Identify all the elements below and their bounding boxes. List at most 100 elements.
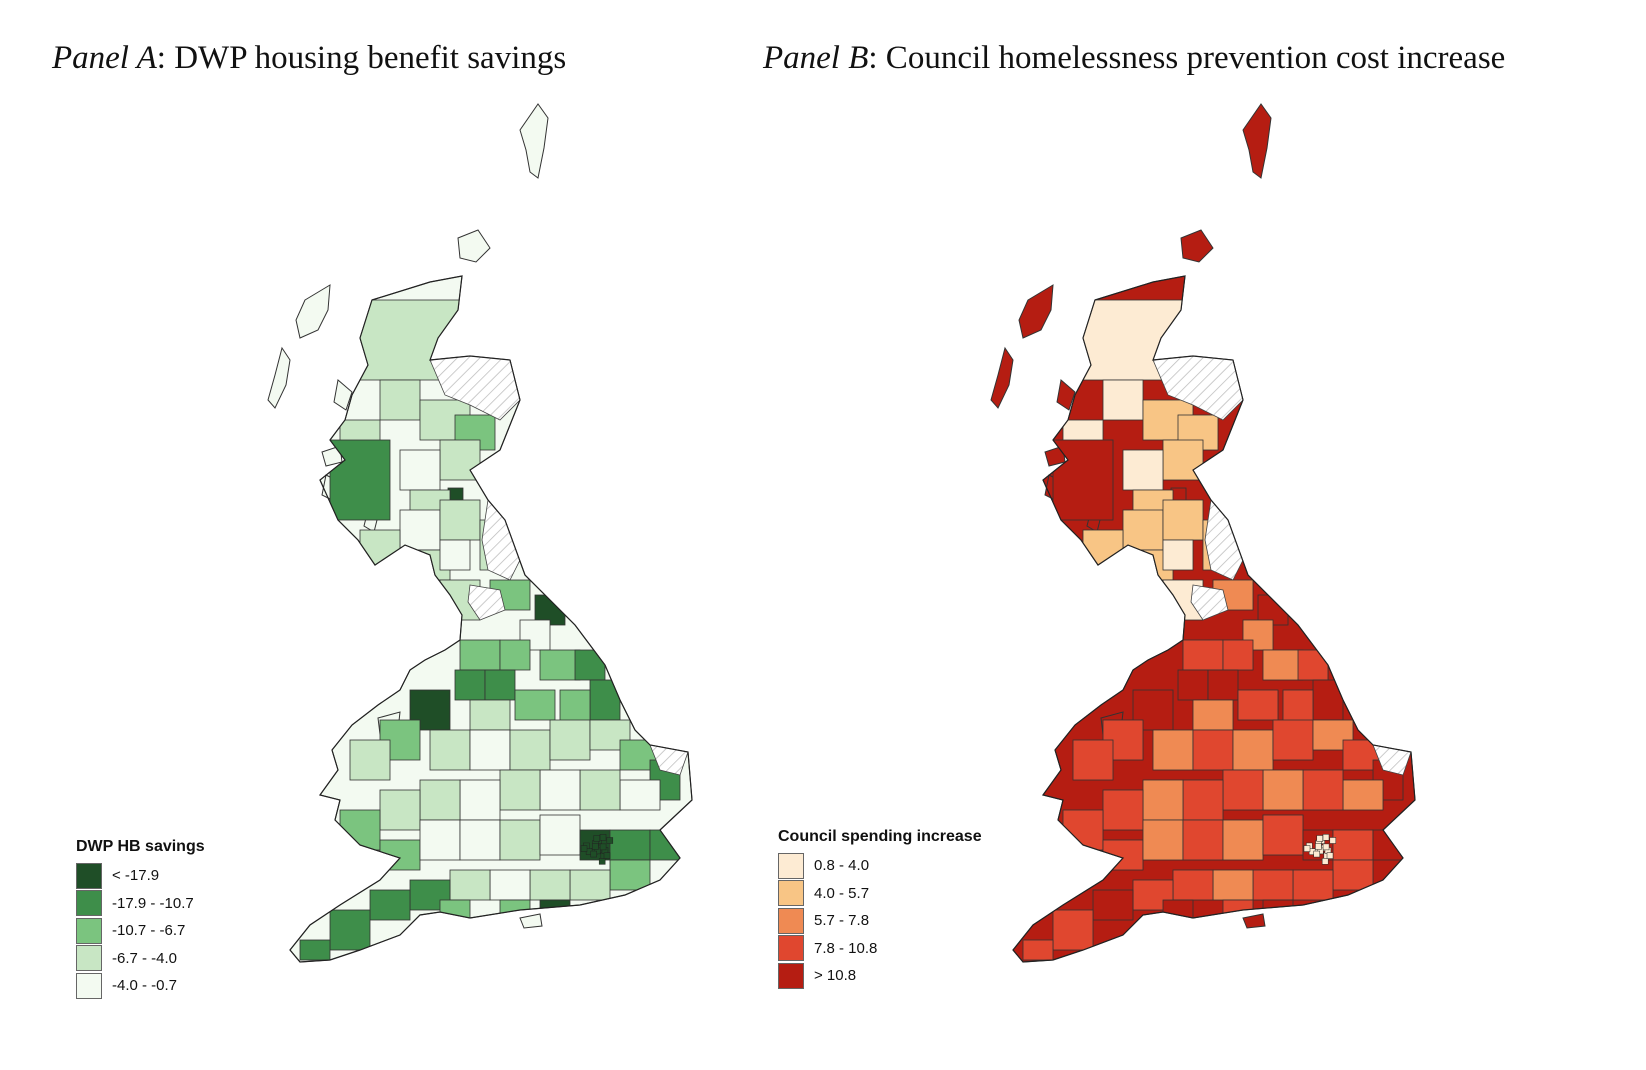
district-region <box>619 779 661 811</box>
london-borough <box>1315 843 1322 850</box>
district-region <box>359 529 401 571</box>
district-region <box>1082 529 1124 571</box>
no-data-region-borders <box>481 499 521 581</box>
panel-a-regions <box>267 103 693 963</box>
district-region <box>1142 779 1184 821</box>
panel-b: Panel B: Council homelessness prevention… <box>763 0 1646 1070</box>
district-region <box>1122 509 1164 551</box>
legend-swatch <box>778 935 804 962</box>
district-region <box>1142 819 1184 861</box>
district-region <box>1182 819 1224 861</box>
district-region <box>1122 449 1164 491</box>
district-region <box>499 639 531 671</box>
district-region <box>499 769 541 811</box>
district-region <box>419 779 461 821</box>
legend-swatch <box>778 962 804 989</box>
panel-a-map <box>267 103 693 963</box>
legend-swatch <box>778 907 804 934</box>
district-region <box>379 379 421 421</box>
legend-item: > 10.8 <box>778 962 982 990</box>
district-region <box>1272 719 1314 761</box>
legend-label: 5.7 - 7.8 <box>814 912 870 930</box>
london-borough <box>1322 834 1330 841</box>
district-region <box>1072 739 1114 781</box>
legend-item: -4.0 - -0.7 <box>76 972 205 1000</box>
region-orkney <box>1180 229 1214 263</box>
panel-b-regions <box>990 103 1416 963</box>
legend-label: -6.7 - -4.0 <box>112 949 178 967</box>
region-skye <box>333 379 353 411</box>
district-region <box>609 859 651 891</box>
legend-item: 0.8 - 4.0 <box>778 852 982 880</box>
london-borough <box>1322 843 1330 851</box>
panel-a: Panel A: DWP housing benefit savings DWP… <box>52 40 693 1000</box>
district-region <box>1262 649 1304 681</box>
district-region <box>379 839 421 871</box>
district-region <box>439 499 481 541</box>
district-region <box>1152 729 1194 771</box>
panel-a-title: Panel A: DWP housing benefit savings <box>52 40 566 77</box>
legend-label: > 10.8 <box>814 967 857 985</box>
legend-item: -17.9 - -10.7 <box>76 890 205 918</box>
district-region <box>484 669 516 701</box>
district-region <box>1332 829 1374 861</box>
panel-a-legend-title: DWP HB savings <box>76 838 205 855</box>
district-cells <box>1022 299 1412 961</box>
district-region <box>1342 779 1384 811</box>
district-region <box>349 739 391 781</box>
legend-swatch <box>76 972 102 999</box>
region-orkney <box>457 229 491 263</box>
district-region <box>1292 869 1334 901</box>
district-region <box>579 769 621 811</box>
district-region <box>454 669 486 701</box>
panel-a-title-text: : DWP housing benefit savings <box>156 40 567 76</box>
district-region <box>1192 729 1234 771</box>
region-wight <box>519 913 543 929</box>
panel-a-title-label: Panel A <box>52 40 157 76</box>
panel-b-legend-title: Council spending increase <box>778 828 982 845</box>
london-borough <box>1316 835 1324 842</box>
region-lewis <box>295 284 331 339</box>
district-region <box>439 439 481 481</box>
district-region <box>459 779 501 821</box>
district-region <box>429 729 471 771</box>
london-borough <box>590 850 597 858</box>
district-region <box>609 829 651 861</box>
london-borough <box>598 858 606 865</box>
district-region <box>489 869 531 901</box>
london-borough <box>1313 850 1320 858</box>
district-region <box>1182 639 1224 671</box>
district-region <box>1162 499 1204 541</box>
district-region <box>329 909 371 951</box>
district-region <box>459 819 501 861</box>
london-borough <box>1326 852 1334 859</box>
region-skye <box>1056 379 1076 411</box>
district-region <box>1022 939 1054 961</box>
london-borough <box>599 843 607 851</box>
london-borough <box>1321 858 1329 865</box>
district-region <box>1177 669 1209 701</box>
legend-swatch <box>76 890 102 917</box>
district-region <box>419 819 461 861</box>
district-region <box>539 649 581 681</box>
london-borough <box>580 845 588 852</box>
district-region <box>1102 379 1144 421</box>
district-region <box>399 449 441 491</box>
legend-swatch <box>778 880 804 907</box>
district-region <box>339 809 381 851</box>
london-borough <box>1303 845 1311 852</box>
district-region <box>439 539 471 571</box>
district-region <box>1222 639 1254 671</box>
legend-label: < -17.9 <box>112 867 160 885</box>
district-region <box>1222 819 1264 861</box>
district-region <box>589 679 621 721</box>
district-region <box>1092 889 1134 921</box>
district-region <box>649 829 681 861</box>
district-region <box>1162 539 1194 571</box>
district-region <box>459 639 501 671</box>
legend-label: 4.0 - 5.7 <box>814 884 870 902</box>
district-region <box>1222 769 1264 811</box>
london-borough <box>599 834 607 841</box>
district-region <box>499 819 541 861</box>
no-data-region-northeast <box>1190 584 1229 621</box>
